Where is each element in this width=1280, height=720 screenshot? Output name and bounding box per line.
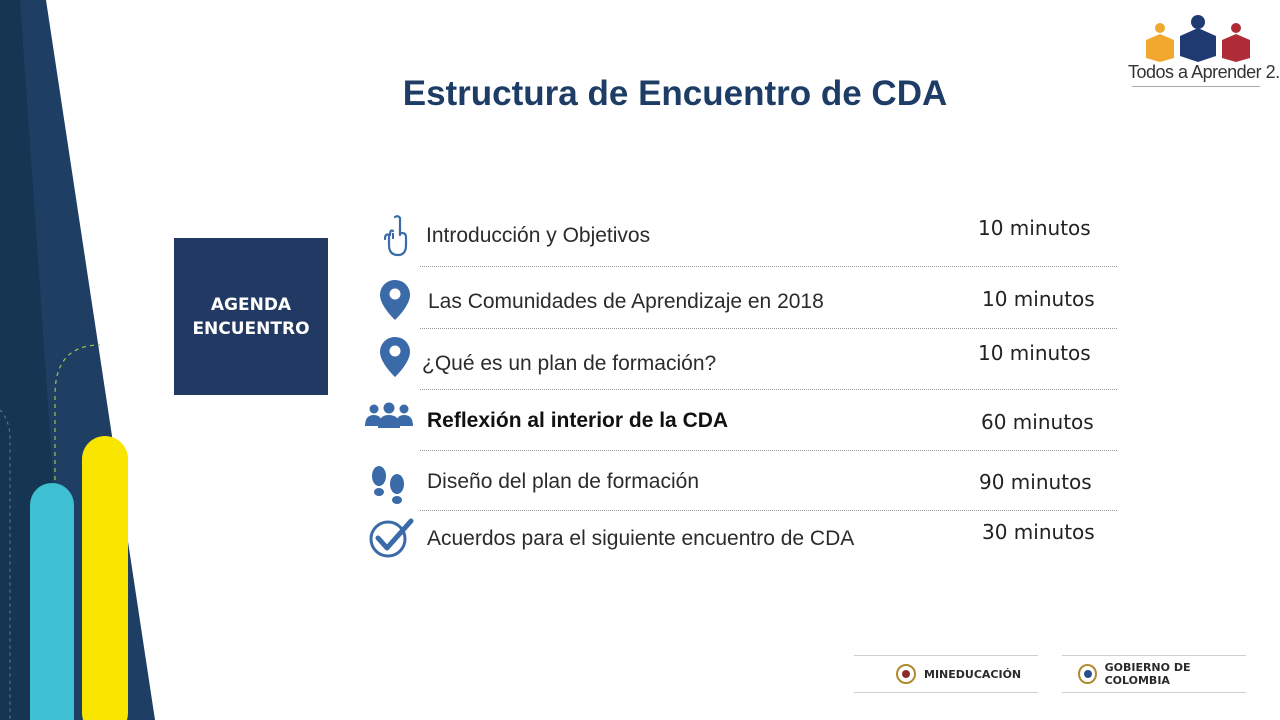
agenda-item-label: Diseño del plan de formación	[427, 470, 699, 493]
gobierno-text: GOBIERNO DE COLOMBIA	[1104, 661, 1191, 687]
footprints-icon	[372, 466, 404, 504]
row-divider	[420, 266, 1117, 267]
national-seal-icon	[1078, 664, 1097, 684]
logo-underline	[1132, 86, 1260, 87]
agenda-item-time: 10 minutos	[982, 287, 1095, 311]
logo-text: Todos a Aprender 2.0	[1128, 62, 1280, 82]
left-decoration	[0, 0, 155, 720]
coat-of-arms-icon	[896, 664, 916, 684]
hand-pointing-icon	[383, 215, 408, 257]
agenda-item-time: 90 minutos	[979, 470, 1092, 494]
group-people-icon	[365, 402, 413, 428]
agenda-line-2: ENCUENTRO	[192, 318, 310, 339]
agenda-item-time: 60 minutos	[981, 410, 1094, 434]
todos-a-aprender-logo: Todos a Aprender 2.0	[1128, 14, 1280, 94]
logo-figures-icon	[1146, 15, 1250, 62]
row-divider	[420, 510, 1117, 511]
page-title: Estructura de Encuentro de CDA	[402, 74, 948, 113]
agenda-item-time: 30 minutos	[982, 520, 1095, 544]
agenda-item-label: Acuerdos para el siguiente encuentro de …	[427, 527, 855, 550]
gobierno-logo: GOBIERNO DE COLOMBIA	[1062, 655, 1246, 693]
row-divider	[420, 328, 1117, 329]
agenda-item-time: 10 minutos	[978, 341, 1091, 365]
agenda-line-1: AGENDA	[210, 294, 292, 315]
row-divider	[420, 450, 1117, 451]
location-pin-icon	[380, 280, 410, 320]
mineducacion-logo: MINEDUCACIÓN	[854, 655, 1038, 693]
agenda-item-label: Las Comunidades de Aprendizaje en 2018	[428, 290, 824, 313]
location-pin-icon	[380, 337, 410, 377]
checkmark-icon	[369, 518, 414, 558]
row-divider	[420, 389, 1117, 390]
mineducacion-text: MINEDUCACIÓN	[924, 667, 1022, 681]
agenda-box: AGENDA ENCUENTRO	[174, 238, 328, 395]
agenda-item-label: Introducción y Objetivos	[426, 224, 651, 247]
agenda-item-time: 10 minutos	[978, 216, 1091, 240]
agenda-item-label: Reflexión al interior de la CDA	[427, 409, 729, 432]
agenda-item-label: ¿Qué es un plan de formación?	[422, 352, 717, 375]
